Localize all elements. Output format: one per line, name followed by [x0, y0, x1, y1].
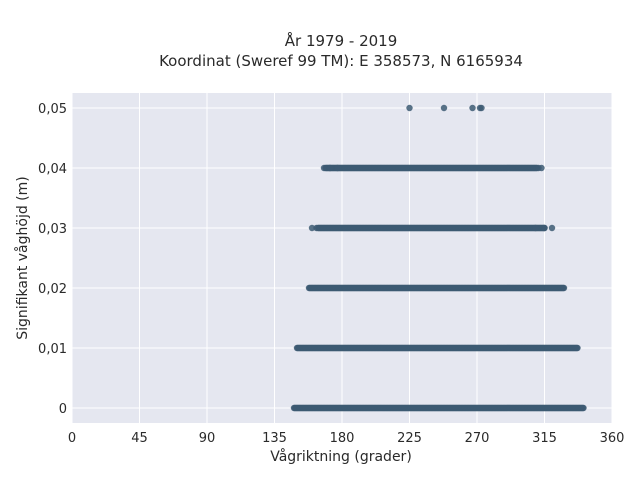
data-point: [469, 104, 476, 112]
y-tick-label: 0,03: [38, 222, 67, 237]
data-point: [406, 104, 413, 112]
y-tick-label: 0: [59, 402, 67, 417]
y-tick-label: 0,01: [38, 342, 67, 357]
data-point: [313, 224, 320, 232]
data-point: [440, 104, 448, 112]
data-points: [290, 104, 587, 412]
data-point: [308, 224, 316, 232]
data-point: [574, 344, 581, 352]
y-tick-label: 0,02: [38, 282, 67, 297]
chart-subtitle: Koordinat (Sweref 99 TM): E 358573, N 61…: [159, 52, 523, 70]
x-axis-label: Vågriktning (grader): [270, 448, 412, 465]
data-point: [538, 164, 545, 172]
data-point: [326, 164, 334, 172]
data-point: [478, 104, 485, 112]
x-tick-label: 225: [397, 431, 422, 446]
x-tick-label: 135: [262, 431, 287, 446]
y-axis-label: Signifikant våghöjd (m): [14, 176, 31, 339]
data-point: [334, 164, 341, 172]
x-tick-label: 0: [68, 431, 76, 446]
data-point: [541, 224, 548, 232]
y-axis-ticks: 0 0,01 0,02 0,03 0,04 0,05: [38, 102, 67, 417]
data-point: [320, 164, 328, 172]
x-tick-label: 315: [532, 431, 557, 446]
x-tick-label: 45: [131, 431, 148, 446]
chart-title: År 1979 - 2019: [285, 31, 398, 50]
data-point: [580, 404, 587, 412]
data-point: [532, 224, 539, 232]
x-axis-ticks: 0 45 90 135 180 225 270 315 360: [68, 431, 625, 446]
x-tick-label: 270: [465, 431, 490, 446]
data-point: [548, 224, 556, 232]
y-tick-label: 0,05: [38, 102, 67, 117]
data-point: [560, 284, 568, 292]
x-tick-label: 180: [330, 431, 355, 446]
y-tick-label: 0,04: [38, 162, 67, 177]
x-tick-label: 90: [199, 431, 216, 446]
x-tick-label: 360: [600, 431, 625, 446]
